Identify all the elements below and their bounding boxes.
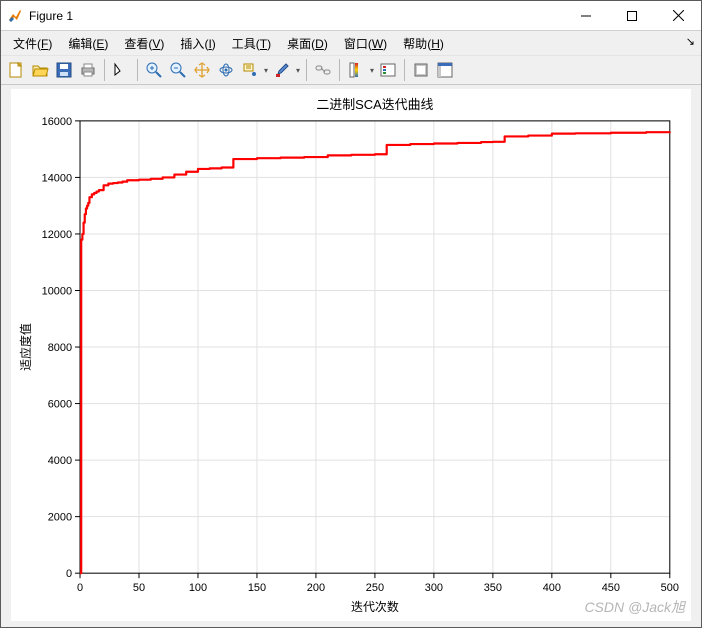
open-icon[interactable] bbox=[28, 58, 52, 82]
rotate-3d-icon[interactable] bbox=[214, 58, 238, 82]
toolbar: ▾ ▾ ▾ bbox=[1, 55, 701, 85]
menu-insert[interactable]: 插入(I) bbox=[174, 33, 221, 54]
svg-text:适应度值: 适应度值 bbox=[18, 323, 33, 371]
menu-file[interactable]: 文件(F) bbox=[7, 33, 58, 54]
titlebar[interactable]: Figure 1 bbox=[1, 1, 701, 31]
svg-text:2000: 2000 bbox=[48, 512, 72, 524]
svg-text:150: 150 bbox=[248, 582, 266, 594]
pan-icon[interactable] bbox=[190, 58, 214, 82]
svg-text:400: 400 bbox=[543, 582, 561, 594]
matlab-icon bbox=[7, 8, 23, 24]
menubar: 文件(F) 编辑(E) 查看(V) 插入(I) 工具(T) 桌面(D) 窗口(W… bbox=[1, 31, 701, 55]
toolbar-separator bbox=[404, 59, 405, 81]
save-icon[interactable] bbox=[52, 58, 76, 82]
svg-text:450: 450 bbox=[602, 582, 620, 594]
plot-panel: 0 50 100 150 200 250 300 350 400 450 500 0 2000 4000 6… bbox=[11, 89, 691, 621]
link-icon[interactable] bbox=[311, 58, 335, 82]
figure-window: Figure 1 文件(F) 编辑(E) 查看(V) 插入(I) 工具(T) 桌… bbox=[0, 0, 702, 628]
svg-text:12000: 12000 bbox=[42, 229, 72, 241]
canvas-area: 0 50 100 150 200 250 300 350 400 450 500 0 2000 4000 6… bbox=[1, 85, 701, 627]
data-cursor-icon[interactable] bbox=[238, 58, 262, 82]
window-controls bbox=[563, 1, 701, 31]
svg-text:350: 350 bbox=[484, 582, 502, 594]
svg-text:6000: 6000 bbox=[48, 399, 72, 411]
svg-text:8000: 8000 bbox=[48, 342, 72, 354]
svg-text:0: 0 bbox=[66, 568, 72, 580]
maximize-button[interactable] bbox=[609, 1, 655, 31]
close-button[interactable] bbox=[655, 1, 701, 31]
svg-text:100: 100 bbox=[189, 582, 207, 594]
svg-text:250: 250 bbox=[366, 582, 384, 594]
dropdown-arrow-icon[interactable]: ▾ bbox=[262, 66, 270, 75]
svg-text:14000: 14000 bbox=[42, 172, 72, 184]
menu-tools[interactable]: 工具(T) bbox=[226, 33, 277, 54]
minimize-button[interactable] bbox=[563, 1, 609, 31]
new-figure-icon[interactable] bbox=[4, 58, 28, 82]
window-title: Figure 1 bbox=[29, 9, 563, 23]
toolbar-separator bbox=[339, 59, 340, 81]
menu-view[interactable]: 查看(V) bbox=[118, 33, 170, 54]
dropdown-arrow-icon[interactable]: ▾ bbox=[368, 66, 376, 75]
toolbar-separator bbox=[104, 59, 105, 81]
brush-icon[interactable] bbox=[270, 58, 294, 82]
toolbar-separator bbox=[137, 59, 138, 81]
toolbar-separator bbox=[306, 59, 307, 81]
menu-desktop[interactable]: 桌面(D) bbox=[281, 33, 334, 54]
line-chart[interactable]: 0 50 100 150 200 250 300 350 400 450 500 0 2000 4000 6… bbox=[11, 89, 691, 621]
svg-text:200: 200 bbox=[307, 582, 325, 594]
insert-legend-icon[interactable] bbox=[376, 58, 400, 82]
svg-text:300: 300 bbox=[425, 582, 443, 594]
svg-text:二进制SCA迭代曲线: 二进制SCA迭代曲线 bbox=[316, 97, 433, 112]
svg-text:50: 50 bbox=[133, 582, 145, 594]
hide-plot-tools-icon[interactable] bbox=[409, 58, 433, 82]
menu-edit[interactable]: 编辑(E) bbox=[62, 33, 114, 54]
dropdown-arrow-icon[interactable]: ▾ bbox=[294, 66, 302, 75]
insert-colorbar-icon[interactable] bbox=[344, 58, 368, 82]
zoom-out-icon[interactable] bbox=[166, 58, 190, 82]
print-icon[interactable] bbox=[76, 58, 100, 82]
svg-text:16000: 16000 bbox=[42, 116, 72, 128]
svg-text:迭代次数: 迭代次数 bbox=[351, 599, 399, 614]
show-plot-tools-icon[interactable] bbox=[433, 58, 457, 82]
menu-help[interactable]: 帮助(H) bbox=[397, 33, 450, 54]
dock-arrow-icon[interactable]: ↘ bbox=[686, 35, 695, 48]
svg-text:0: 0 bbox=[77, 582, 83, 594]
svg-text:10000: 10000 bbox=[42, 285, 72, 297]
svg-text:4000: 4000 bbox=[48, 455, 72, 467]
menu-window[interactable]: 窗口(W) bbox=[338, 33, 393, 54]
svg-text:500: 500 bbox=[661, 582, 679, 594]
edit-plot-icon[interactable] bbox=[109, 58, 133, 82]
zoom-in-icon[interactable] bbox=[142, 58, 166, 82]
